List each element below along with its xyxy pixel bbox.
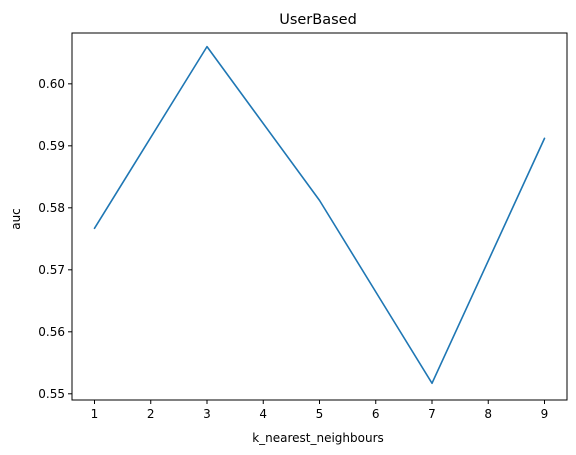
plot-area: 1 2 3 4 5 6 7 8 9 0.55 0.56 0.57 0.58 0.59 0.60 (38, 32, 568, 421)
x-tick-label: 9 (541, 407, 549, 421)
y-tick-label: 0.55 (38, 387, 65, 401)
y-tick-label: 0.60 (38, 77, 65, 91)
x-axis-label: k_nearest_neighbours (252, 431, 384, 445)
y-tick-label: 0.58 (38, 201, 65, 215)
y-axis-label: auc (9, 208, 23, 230)
x-tick-label: 7 (428, 407, 436, 421)
x-tick-label: 4 (259, 407, 267, 421)
x-tick-label: 8 (484, 407, 492, 421)
chart-title: UserBased (279, 12, 357, 28)
x-tick-label: 6 (372, 407, 380, 421)
series-line-0 (93, 45, 546, 385)
x-tick-label: 5 (316, 407, 324, 421)
y-tick-label: 0.59 (38, 139, 65, 153)
y-tick-label: 0.56 (38, 325, 65, 339)
x-tick-label: 2 (147, 407, 155, 421)
y-tick-label: 0.57 (38, 263, 65, 277)
x-tick-label: 3 (203, 407, 211, 421)
x-tick-label: 1 (91, 407, 99, 421)
